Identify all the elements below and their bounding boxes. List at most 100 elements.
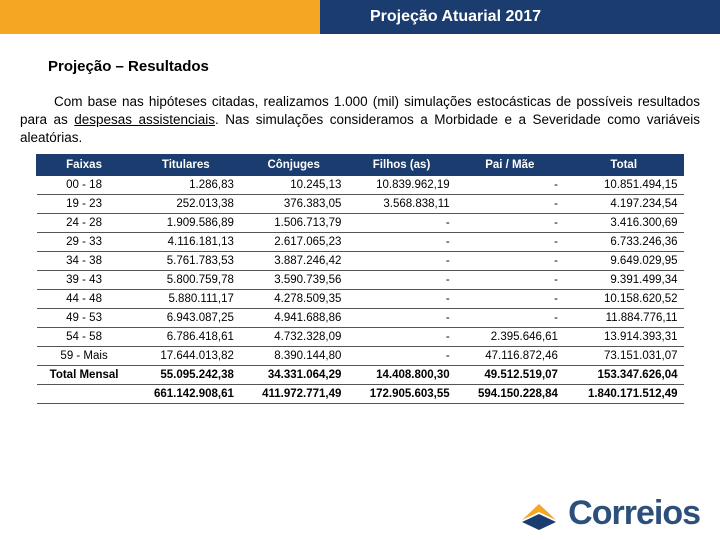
table-cell: - <box>347 308 455 327</box>
table-col-header: Pai / Mãe <box>456 154 564 175</box>
table-cell: 6.943.087,25 <box>132 308 240 327</box>
table-cell: - <box>456 270 564 289</box>
table-row: 29 - 334.116.181,132.617.065,23--6.733.2… <box>37 232 684 251</box>
table-cell: 13.914.393,31 <box>564 327 684 346</box>
table-cell: 411.972.771,49 <box>240 384 348 403</box>
table-body: 00 - 181.286,8310.245,1310.839.962,19-10… <box>37 175 684 403</box>
table-cell: 2.617.065,23 <box>240 232 348 251</box>
table-cell: - <box>456 232 564 251</box>
table-cell: 44 - 48 <box>37 289 132 308</box>
table-cell: - <box>347 346 455 365</box>
table-col-header: Filhos (as) <box>347 154 455 175</box>
table-cell: Total Mensal <box>37 365 132 384</box>
table-cell: 1.506.713,79 <box>240 213 348 232</box>
table-cell: 1.840.171.512,49 <box>564 384 684 403</box>
table-cell: - <box>347 232 455 251</box>
table-total-row: 661.142.908,61411.972.771,49172.905.603,… <box>37 384 684 403</box>
table-cell: 11.884.776,11 <box>564 308 684 327</box>
table-cell: 661.142.908,61 <box>132 384 240 403</box>
table-cell <box>37 384 132 403</box>
table-cell: 9.649.029,95 <box>564 251 684 270</box>
table-cell: - <box>456 175 564 194</box>
table-cell: 4.941.688,86 <box>240 308 348 327</box>
table-row: 54 - 586.786.418,614.732.328,09-2.395.64… <box>37 327 684 346</box>
projection-table: FaixasTitularesCônjugesFilhos (as)Pai / … <box>36 154 684 404</box>
title-banner: Projeção Atuarial 2017 <box>320 0 720 34</box>
table-cell: 153.347.626,04 <box>564 365 684 384</box>
table-cell: 4.278.509,35 <box>240 289 348 308</box>
table-col-header: Total <box>564 154 684 175</box>
table-cell: - <box>456 289 564 308</box>
table-row: 39 - 435.800.759,783.590.739,56--9.391.4… <box>37 270 684 289</box>
table-cell: 3.887.246,42 <box>240 251 348 270</box>
table-row: 49 - 536.943.087,254.941.688,86--11.884.… <box>37 308 684 327</box>
table-cell: - <box>456 213 564 232</box>
table-cell: 73.151.031,07 <box>564 346 684 365</box>
table-cell: 376.383,05 <box>240 194 348 213</box>
content-area: Projeção – Resultados Com base nas hipót… <box>0 34 720 404</box>
intro-paragraph: Com base nas hipóteses citadas, realizam… <box>20 93 700 148</box>
table-col-header: Titulares <box>132 154 240 175</box>
table-cell: 2.395.646,61 <box>456 327 564 346</box>
table-cell: 29 - 33 <box>37 232 132 251</box>
para-underlined: despesas assistenciais <box>74 112 215 127</box>
table-cell: 34.331.064,29 <box>240 365 348 384</box>
section-subtitle: Projeção – Resultados <box>20 58 700 75</box>
top-bar: Projeção Atuarial 2017 <box>0 0 720 34</box>
table-cell: 49.512.519,07 <box>456 365 564 384</box>
table-cell: 24 - 28 <box>37 213 132 232</box>
page-title: Projeção Atuarial 2017 <box>370 8 541 26</box>
table-cell: 252.013,38 <box>132 194 240 213</box>
table-cell: 5.880.111,17 <box>132 289 240 308</box>
table-cell: 00 - 18 <box>37 175 132 194</box>
table-cell: 5.761.783,53 <box>132 251 240 270</box>
table-cell: 17.644.013,82 <box>132 346 240 365</box>
table-cell: 4.116.181,13 <box>132 232 240 251</box>
table-cell: 14.408.800,30 <box>347 365 455 384</box>
table-cell: 5.800.759,78 <box>132 270 240 289</box>
table-cell: 10.839.962,19 <box>347 175 455 194</box>
table-cell: - <box>347 251 455 270</box>
table-col-header: Cônjuges <box>240 154 348 175</box>
correios-logo-icon <box>518 492 560 534</box>
table-cell: 19 - 23 <box>37 194 132 213</box>
table-cell: - <box>456 251 564 270</box>
table-cell: 55.095.242,38 <box>132 365 240 384</box>
logo-area: Correios <box>518 492 700 534</box>
table-row: 19 - 23252.013,38376.383,053.568.838,11-… <box>37 194 684 213</box>
table-cell: - <box>456 308 564 327</box>
correios-logo-text: Correios <box>568 494 700 533</box>
table-total-row: Total Mensal55.095.242,3834.331.064,2914… <box>37 365 684 384</box>
table-cell: 10.158.620,52 <box>564 289 684 308</box>
table-cell: 54 - 58 <box>37 327 132 346</box>
table-cell: 10.851.494,15 <box>564 175 684 194</box>
table-cell: 3.568.838,11 <box>347 194 455 213</box>
table-cell: 172.905.603,55 <box>347 384 455 403</box>
table-cell: - <box>347 270 455 289</box>
table-cell: 594.150.228,84 <box>456 384 564 403</box>
table-cell: 4.197.234,54 <box>564 194 684 213</box>
table-cell: 6.733.246,36 <box>564 232 684 251</box>
table-cell: 10.245,13 <box>240 175 348 194</box>
table-cell: - <box>347 327 455 346</box>
table-wrap: FaixasTitularesCônjugesFilhos (as)Pai / … <box>20 154 700 404</box>
table-cell: 1.909.586,89 <box>132 213 240 232</box>
table-row: 44 - 485.880.111,174.278.509,35--10.158.… <box>37 289 684 308</box>
table-col-header: Faixas <box>37 154 132 175</box>
table-cell: 6.786.418,61 <box>132 327 240 346</box>
table-cell: - <box>347 289 455 308</box>
table-cell: 3.416.300,69 <box>564 213 684 232</box>
table-cell: 49 - 53 <box>37 308 132 327</box>
table-cell: 59 - Mais <box>37 346 132 365</box>
table-cell: 34 - 38 <box>37 251 132 270</box>
table-cell: 8.390.144,80 <box>240 346 348 365</box>
table-cell: 3.590.739,56 <box>240 270 348 289</box>
table-cell: 1.286,83 <box>132 175 240 194</box>
table-row: 59 - Mais17.644.013,828.390.144,80-47.11… <box>37 346 684 365</box>
table-cell: 4.732.328,09 <box>240 327 348 346</box>
table-cell: 47.116.872,46 <box>456 346 564 365</box>
table-row: 00 - 181.286,8310.245,1310.839.962,19-10… <box>37 175 684 194</box>
table-cell: - <box>456 194 564 213</box>
table-header: FaixasTitularesCônjugesFilhos (as)Pai / … <box>37 154 684 175</box>
table-cell: 39 - 43 <box>37 270 132 289</box>
